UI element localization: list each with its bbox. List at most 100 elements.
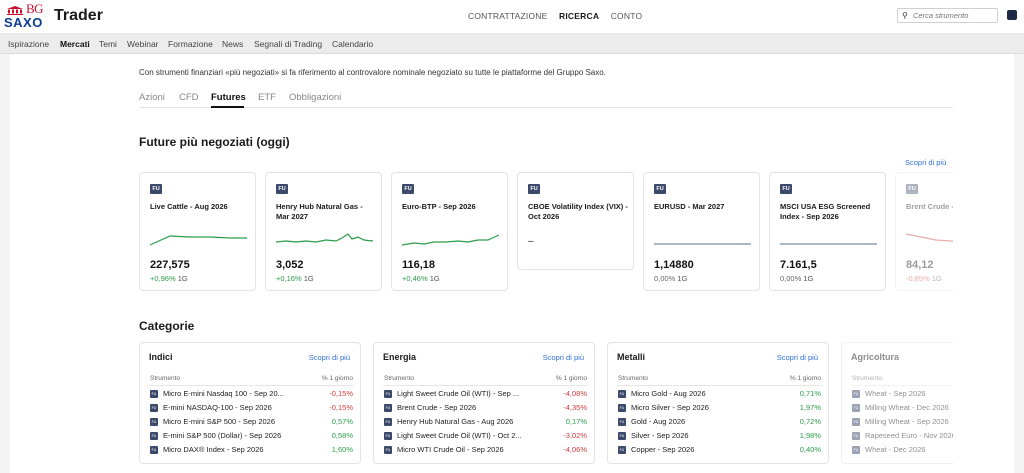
col-instrument: Strumento bbox=[150, 375, 180, 382]
future-type-icon: FU bbox=[852, 418, 860, 426]
instrument-name: Gold - Aug 2026 bbox=[631, 417, 686, 426]
instrument-change: -0,15% bbox=[329, 389, 353, 398]
account-icon[interactable] bbox=[1007, 10, 1017, 20]
logo-bg-text: BG bbox=[26, 1, 44, 16]
category-title: Energia bbox=[383, 352, 417, 362]
table-row[interactable]: FU Rapeseed Euro - Nov 2026 bbox=[852, 430, 953, 444]
instrument-change: 0,58% bbox=[331, 431, 353, 440]
future-card[interactable]: FU EURUSD - Mar 2027 1,14880 0,00% 1G bbox=[643, 172, 760, 291]
category-table-header: Strumento % 1 giorno bbox=[618, 375, 821, 382]
change-period: 1G bbox=[803, 274, 814, 283]
change-percent: +0,96% bbox=[150, 274, 176, 283]
tab-cfd[interactable]: CFD bbox=[179, 92, 199, 103]
category-title: Indici bbox=[149, 352, 173, 362]
future-type-icon: FU bbox=[618, 418, 626, 426]
table-row[interactable]: FU Henry Hub Natural Gas - Aug 2026 0,17% bbox=[384, 416, 587, 430]
subnav-webinar[interactable]: Webinar bbox=[127, 39, 159, 49]
table-row[interactable]: FU Micro E-mini Nasdaq 100 - Sep 20... -0,… bbox=[150, 388, 353, 402]
change-period: 1G bbox=[429, 274, 440, 283]
future-card[interactable]: FU Euro-BTP - Sep 2026 116,18 +0,46% 1G bbox=[391, 172, 508, 291]
future-badge: FU bbox=[654, 184, 666, 194]
table-row[interactable]: FU Milling Wheat - Sep 2026 bbox=[852, 416, 953, 430]
instrument-name: E-mini NASDAQ-100 - Sep 2026 bbox=[163, 403, 272, 412]
future-name: EURUSD - Mar 2027 bbox=[654, 202, 725, 211]
instrument-name: Micro E-mini S&P 500 - Sep 2026 bbox=[163, 417, 275, 426]
sparkline-chart bbox=[150, 235, 247, 246]
future-type-icon: FU bbox=[618, 404, 626, 412]
divider bbox=[617, 385, 822, 386]
future-badge: FU bbox=[780, 184, 792, 194]
change-period: 1G bbox=[177, 274, 188, 283]
future-card[interactable]: FU MSCI USA ESG Screened Index - Sep 202… bbox=[769, 172, 886, 291]
tab-futures[interactable]: Futures bbox=[211, 92, 246, 103]
instrument-name: Rapeseed Euro - Nov 2026 bbox=[865, 431, 953, 440]
table-row[interactable]: FU Micro E-mini S&P 500 - Sep 2026 0,57% bbox=[150, 416, 353, 430]
change-period: 1G bbox=[677, 274, 688, 283]
instrument-change: 0,72% bbox=[799, 417, 821, 426]
table-row[interactable]: FU Light Sweet Crude Oil (WTI) - Oct 2...… bbox=[384, 430, 587, 444]
top-futures-more-link[interactable]: Scopri di più bbox=[905, 158, 947, 167]
subnav-formazione[interactable]: Formazione bbox=[168, 39, 213, 49]
subnav-segnali-di-trading[interactable]: Segnali di Trading bbox=[254, 39, 323, 49]
future-card[interactable]: FU CBOE Volatility Index (VIX) - Oct 202… bbox=[517, 172, 634, 270]
category-more-link[interactable]: Scopri di più bbox=[308, 353, 350, 362]
future-card[interactable]: FU Brent Crude - Day- Jan 2027 84,12 -0,… bbox=[895, 172, 953, 291]
future-price: 227,575 bbox=[150, 259, 190, 271]
nav-conto[interactable]: CONTO bbox=[610, 11, 643, 21]
future-price: 3,052 bbox=[276, 259, 304, 271]
future-name: Euro-BTP - Sep 2026 bbox=[402, 202, 476, 211]
instrument-change: 0,40% bbox=[799, 445, 821, 454]
active-tab-underline bbox=[211, 106, 244, 108]
tab-azioni[interactable]: Azioni bbox=[139, 92, 165, 103]
category-indici: Indici Scopri di più Strumento % 1 giorno… bbox=[139, 342, 361, 464]
subnav-news[interactable]: News bbox=[222, 39, 244, 49]
future-price: 7.161,5 bbox=[780, 259, 817, 271]
table-row[interactable]: FU Wheat - Dec 2026 bbox=[852, 444, 953, 458]
nav-contrattazione[interactable]: CONTRATTAZIONE bbox=[468, 11, 548, 21]
future-card[interactable]: FU Henry Hub Natural Gas - Mar 2027 3,05… bbox=[265, 172, 382, 291]
bg-saxo-logo[interactable]: BG SAXO bbox=[4, 1, 50, 32]
table-row[interactable]: FU E-mini S&P 500 (Dollar) - Sep 2026 0,58… bbox=[150, 430, 353, 444]
table-row[interactable]: FU Micro Gold - Aug 2026 0,71% bbox=[618, 388, 821, 402]
future-name: MSCI USA ESG Screened Index - Sep 2026 bbox=[780, 202, 871, 221]
future-change: -0,85% 1G bbox=[906, 274, 942, 283]
future-badge: FU bbox=[150, 184, 162, 194]
tab-etf[interactable]: ETF bbox=[258, 92, 276, 103]
instrument-name: E-mini S&P 500 (Dollar) - Sep 2026 bbox=[163, 431, 282, 440]
instrument-change: 1,98% bbox=[799, 431, 821, 440]
table-row[interactable]: FU Micro WTI Crude Oil - Sep 2026 -4,06% bbox=[384, 444, 587, 458]
table-row[interactable]: FU Light Sweet Crude Oil (WTI) - Sep ... -… bbox=[384, 388, 587, 402]
subnav-temi[interactable]: Temi bbox=[99, 39, 117, 49]
nav-ricerca[interactable]: RICERCA bbox=[559, 11, 600, 21]
category-agricoltura: Agricoltura Strumento FU Wheat - Sep 2026… bbox=[841, 342, 953, 464]
table-row[interactable]: FU Gold - Aug 2026 0,72% bbox=[618, 416, 821, 430]
future-change: 0,00% 1G bbox=[654, 274, 687, 283]
instrument-name: Micro DAX® Index - Sep 2026 bbox=[163, 445, 264, 454]
table-row[interactable]: FU E-mini NASDAQ-100 - Sep 2026 -0,15% bbox=[150, 402, 353, 416]
category-more-link[interactable]: Scopri di più bbox=[776, 353, 818, 362]
future-badge: FU bbox=[906, 184, 918, 194]
col-instrument: Strumento bbox=[852, 375, 882, 382]
change-period: 1G bbox=[931, 274, 942, 283]
search-box[interactable]: ⚲ bbox=[897, 8, 998, 23]
table-row[interactable]: FU Micro DAX® Index - Sep 2026 1,60% bbox=[150, 444, 353, 458]
subnav-ispirazione[interactable]: Ispirazione bbox=[8, 39, 50, 49]
table-row[interactable]: FU Wheat - Sep 2026 bbox=[852, 388, 953, 402]
instrument-name: Brent Crude - Sep 2026 bbox=[397, 403, 477, 412]
future-type-icon: FU bbox=[618, 432, 626, 440]
future-card[interactable]: FU Live Cattle - Aug 2026 227,575 +0,96%… bbox=[139, 172, 256, 291]
table-row[interactable]: FU Silver - Sep 2026 1,98% bbox=[618, 430, 821, 444]
instrument-change: -3,02% bbox=[563, 431, 587, 440]
instrument-change: -4,06% bbox=[563, 445, 587, 454]
intro-text: Con strumenti finanziari «più negoziati»… bbox=[139, 68, 606, 77]
subnav-calendario[interactable]: Calendario bbox=[332, 39, 374, 49]
table-row[interactable]: FU Micro Silver - Sep 2026 1,97% bbox=[618, 402, 821, 416]
subnav-mercati[interactable]: Mercati bbox=[60, 39, 90, 49]
table-row[interactable]: FU Brent Crude - Sep 2026 -4,35% bbox=[384, 402, 587, 416]
table-row[interactable]: FU Copper - Sep 2026 0,40% bbox=[618, 444, 821, 458]
table-row[interactable]: FU Milling Wheat - Dec 2026 bbox=[852, 402, 953, 416]
category-more-link[interactable]: Scopri di più bbox=[542, 353, 584, 362]
tab-obbligazioni[interactable]: Obbligazioni bbox=[289, 92, 342, 103]
search-input[interactable] bbox=[913, 10, 995, 21]
category-title: Agricoltura bbox=[851, 352, 900, 362]
